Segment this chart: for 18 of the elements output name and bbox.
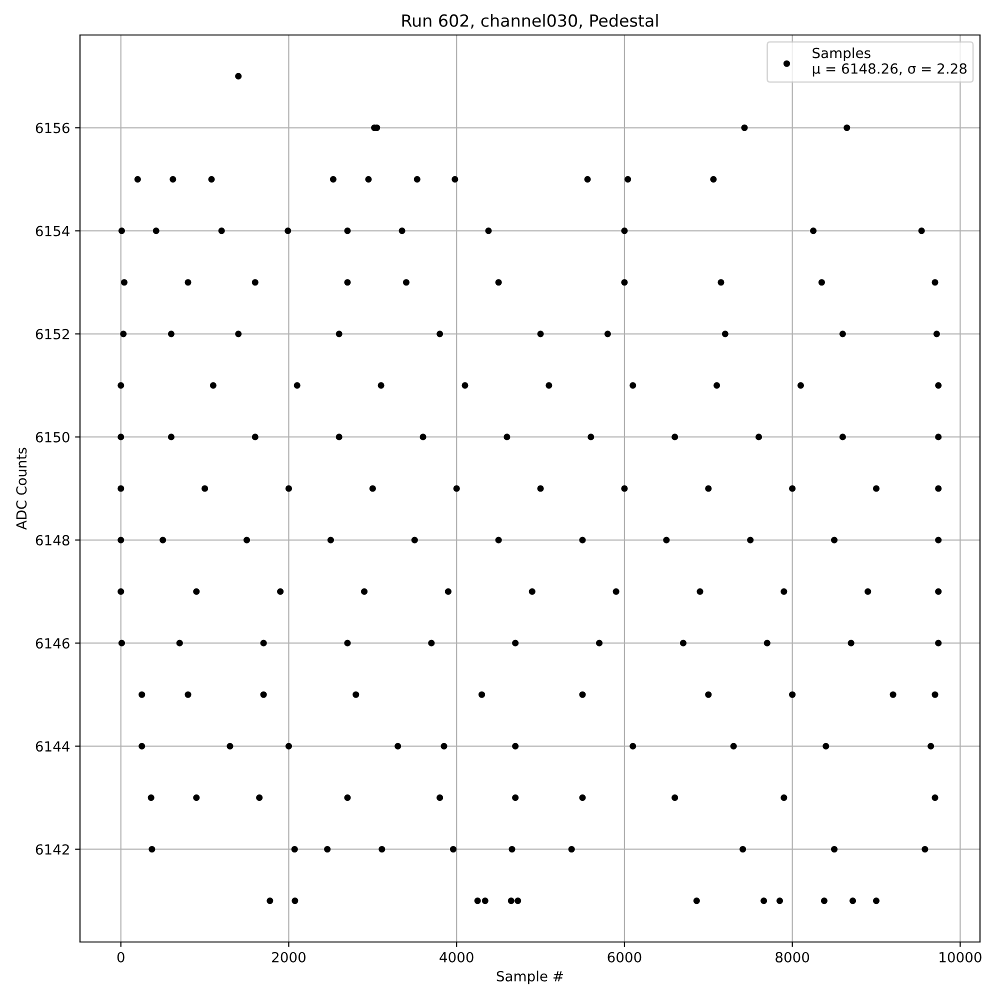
legend-label: Samples μ = 6148.26, σ = 2.28: [812, 48, 967, 76]
y-tick-label: 6150: [36, 432, 70, 442]
x-axis-title: Sample #: [496, 970, 563, 984]
x-tick-label: 8000: [776, 952, 810, 962]
y-tick-label: 6156: [36, 122, 70, 134]
x-tick-label: 10000: [940, 952, 982, 962]
y-axis-title: ADC Counts: [16, 448, 27, 530]
y-tick-label: 6154: [36, 226, 70, 236]
x-tick-label: 4000: [440, 952, 474, 962]
y-tick-label: 6148: [36, 535, 70, 546]
y-tick-label: 6142: [36, 844, 69, 855]
y-tick-label: 6146: [36, 638, 70, 649]
y-tick-label: 6144: [36, 741, 70, 752]
chart-title: Run 602, channel030, Pedestal: [402, 14, 658, 29]
x-tick-label: 6000: [608, 952, 642, 962]
x-tick-label: 0: [117, 952, 124, 962]
x-tick-label: 2000: [272, 952, 306, 962]
y-tick-label: 6152: [36, 328, 69, 340]
